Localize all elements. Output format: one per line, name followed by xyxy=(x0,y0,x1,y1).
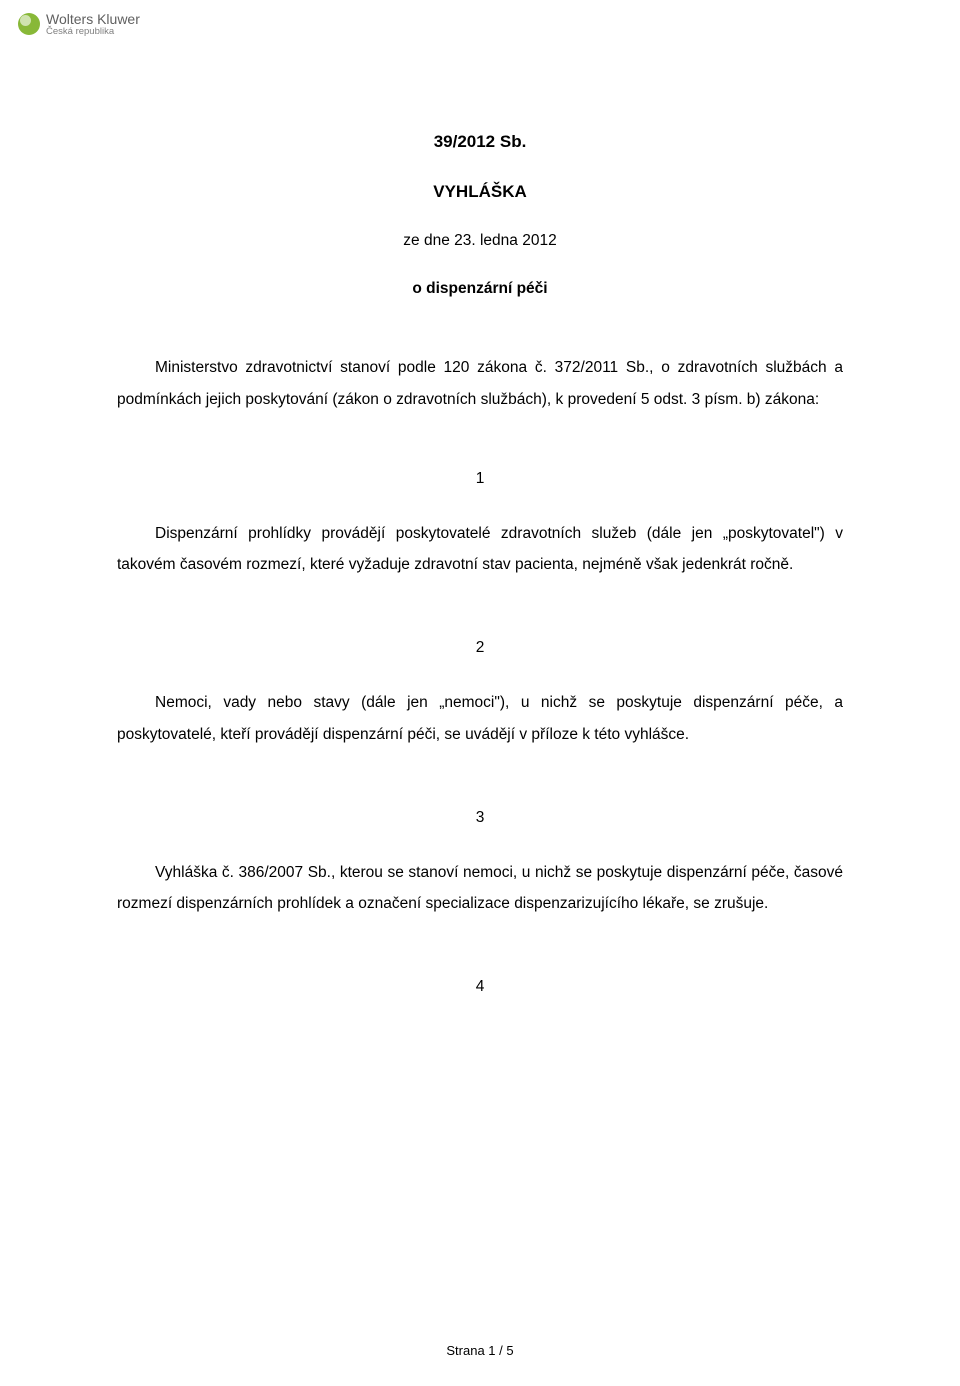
section-2-paragraph: Nemoci, vady nebo stavy (dále jen „nemoc… xyxy=(117,687,843,751)
section-3-text: Vyhláška č. 386/2007 Sb., kterou se stan… xyxy=(117,864,843,913)
brand-region: Česká republika xyxy=(46,27,140,37)
document-subject: o dispenzární péči xyxy=(117,280,843,298)
intro-paragraph: Ministerstvo zdravotnictví stanoví podle… xyxy=(117,352,843,416)
wolters-kluwer-logo-icon xyxy=(18,13,40,35)
section-3-number: 3 xyxy=(117,809,843,827)
document-type: VYHLÁŠKA xyxy=(117,182,843,202)
document-content: 39/2012 Sb. VYHLÁŠKA ze dne 23. ledna 20… xyxy=(117,132,843,996)
brand-name: Wolters Kluwer xyxy=(46,12,140,27)
intro-text: Ministerstvo zdravotnictví stanoví podle… xyxy=(117,359,843,408)
brand-header: Wolters Kluwer Česká republika xyxy=(18,12,140,37)
document-date: ze dne 23. ledna 2012 xyxy=(117,232,843,250)
brand-text-block: Wolters Kluwer Česká republika xyxy=(46,12,140,37)
section-4-number: 4 xyxy=(117,978,843,996)
document-number: 39/2012 Sb. xyxy=(117,132,843,152)
section-2-number: 2 xyxy=(117,639,843,657)
section-2-text: Nemoci, vady nebo stavy (dále jen „nemoc… xyxy=(117,694,843,743)
section-1-paragraph: Dispenzární prohlídky provádějí poskytov… xyxy=(117,518,843,582)
section-1-number: 1 xyxy=(117,470,843,488)
section-3-paragraph: Vyhláška č. 386/2007 Sb., kterou se stan… xyxy=(117,857,843,921)
page-footer: Strana 1 / 5 xyxy=(0,1343,960,1358)
section-1-text: Dispenzární prohlídky provádějí poskytov… xyxy=(117,525,843,574)
